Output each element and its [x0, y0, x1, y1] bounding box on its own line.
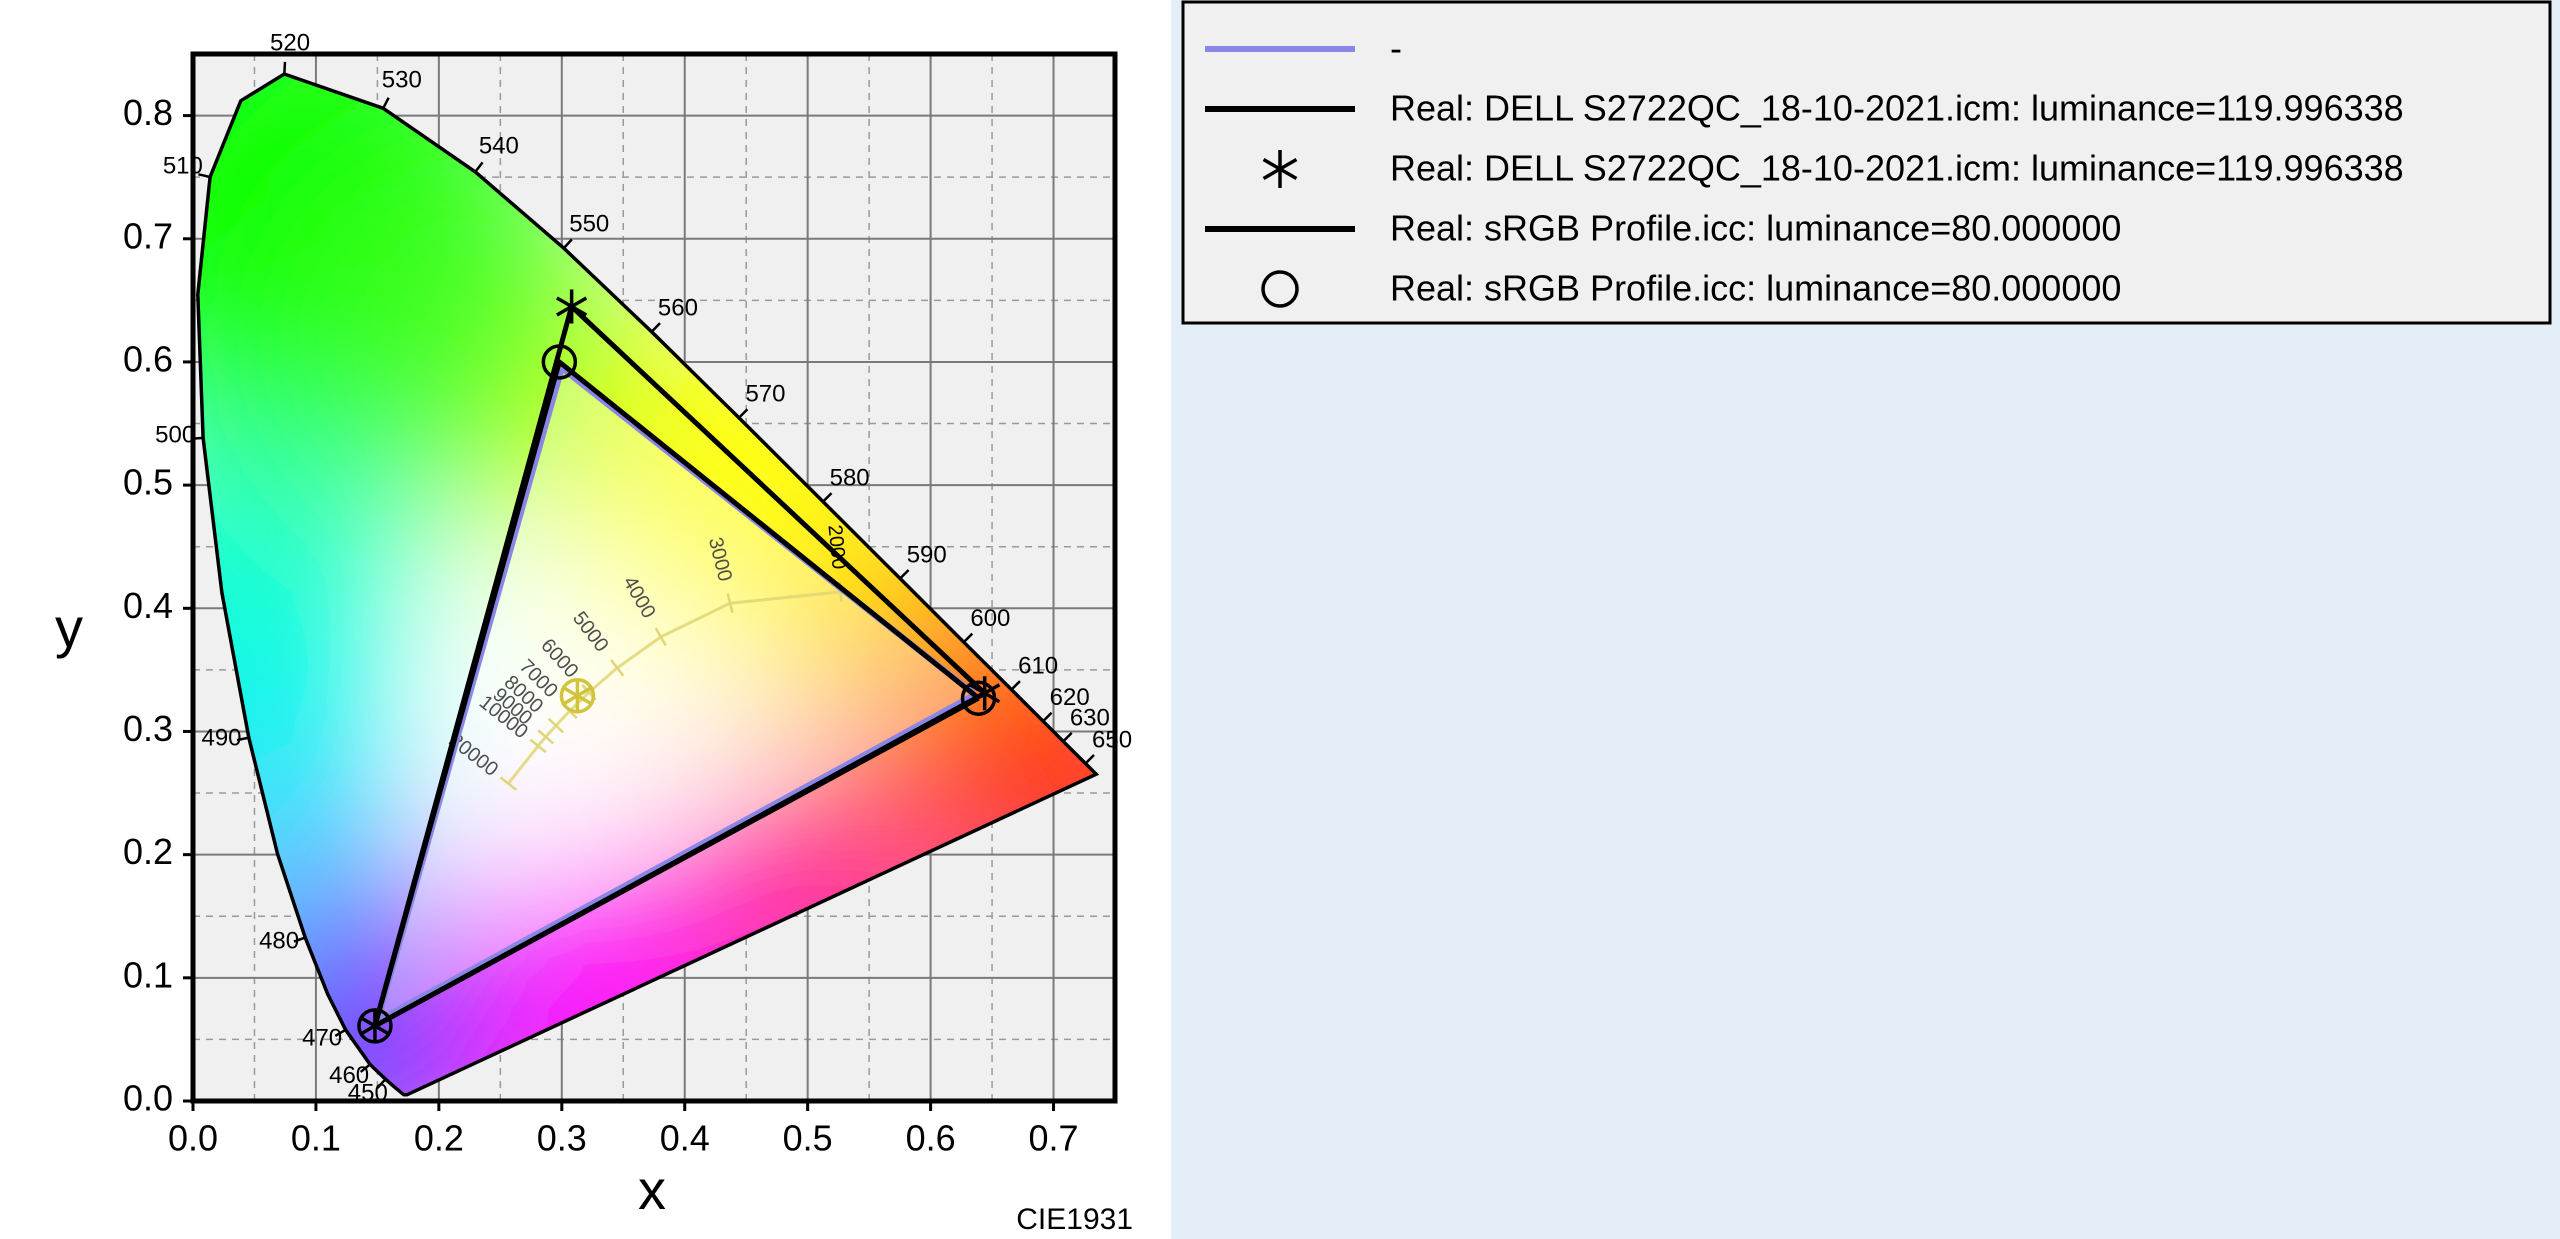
y-tick-label: 0.7: [123, 215, 173, 256]
x-tick-label: 0.2: [414, 1118, 464, 1159]
star-arm: [1262, 157, 1298, 181]
wavelength-tick: [1042, 711, 1053, 723]
wavelength-label: 630: [1070, 704, 1110, 731]
wavelength-label: 570: [745, 381, 785, 408]
wavelength-label: 530: [382, 67, 422, 94]
y-tick-label: 0.4: [123, 585, 173, 626]
planckian-tick: [529, 738, 547, 754]
wavelength-tick: [474, 161, 484, 173]
x-tick-label: 0.1: [291, 1118, 341, 1159]
x-tick-label: 0.4: [660, 1118, 710, 1159]
x-tick-label: 0.0: [168, 1118, 218, 1159]
y-tick-label: 0.3: [123, 708, 173, 749]
wavelength-label: 610: [1018, 653, 1058, 680]
planckian-tick: [537, 729, 555, 745]
wavelength-tick: [1062, 731, 1073, 743]
wavelength-label: 650: [1092, 726, 1132, 753]
circle-marker: [960, 680, 997, 716]
wavelength-tick: [899, 569, 910, 580]
wavelength-label: 490: [201, 724, 241, 751]
star-marker: [556, 289, 588, 324]
circle-marker: [357, 1008, 393, 1044]
planckian-tick: [654, 627, 667, 647]
wavelength-tick: [1010, 680, 1021, 691]
marks: 4504604704804905005105205305405505605705…: [155, 29, 1132, 1106]
y-axis-label: y: [55, 596, 83, 659]
y-tick-label: 0.2: [123, 831, 173, 872]
wavelength-label: 480: [259, 928, 299, 955]
wavelength-tick: [822, 492, 833, 503]
y-tick-label: 0.6: [123, 338, 173, 379]
legend-label: Real: sRGB Profile.icc: luminance=80.000…: [1390, 208, 2121, 249]
circle-marker: [541, 344, 578, 380]
x-tick-label: 0.5: [783, 1118, 833, 1159]
wavelength-label: 600: [970, 605, 1010, 632]
planckian-locus: [507, 590, 841, 785]
y-tick-label: 0.0: [123, 1078, 173, 1119]
legend-box: [1181, 0, 2552, 325]
wavelength-label: 470: [302, 1025, 342, 1052]
wavelength-label: 460: [329, 1062, 369, 1089]
wavelength-tick: [650, 322, 661, 333]
x-axis-label: x: [638, 1158, 666, 1221]
wavelength-label: 580: [830, 465, 870, 492]
wavelength-tick: [562, 238, 573, 250]
x-tick-label: 0.6: [906, 1118, 956, 1159]
legend-circle: [1261, 270, 1299, 308]
planckian-tick: [726, 593, 734, 614]
wavelength-tick: [236, 736, 250, 742]
star-arm: [556, 296, 588, 317]
wavelength-tick: [293, 936, 306, 943]
legend-label: Real: DELL S2722QC_18-10-2021.icm: lumin…: [1390, 88, 2404, 129]
wavelength-tick: [198, 173, 211, 179]
wavelength-label: 550: [569, 210, 609, 237]
planckian-tick: [499, 776, 517, 791]
y-tick-label: 0.5: [123, 462, 173, 503]
wavelength-label: 620: [1050, 684, 1090, 711]
star-arm: [561, 685, 594, 706]
wavelength-tick: [334, 1028, 347, 1038]
wavelength-label: 560: [658, 294, 698, 321]
wavelength-tick: [283, 61, 287, 75]
x-tick-label: 0.7: [1029, 1118, 1079, 1159]
wavelength-label: 590: [907, 541, 947, 568]
wavelength-tick: [382, 97, 390, 109]
wavelength-tick: [1084, 754, 1095, 765]
y-tick-label: 0.8: [123, 92, 173, 133]
gamut-line: [372, 359, 981, 1029]
star-marker: [561, 678, 594, 713]
plot-frame: [190, 51, 1118, 1104]
x-tick-label: 0.3: [537, 1118, 587, 1159]
wavelength-tick: [962, 632, 974, 644]
legend: - Real: DELL S2722QC_18-10-2021.icm: lumi…: [1205, 28, 2404, 309]
legend-label: Real: sRGB Profile.icc: luminance=80.000…: [1390, 268, 2121, 309]
legend-label: Real: DELL S2722QC_18-10-2021.icm: lumin…: [1390, 148, 2404, 189]
star-marker: [1262, 150, 1298, 188]
wavelength-tick: [359, 1063, 371, 1073]
planckian-tick: [547, 717, 565, 734]
wavelength-tick: [376, 1078, 387, 1089]
wavelength-label: 500: [155, 421, 195, 448]
wavelength-label: 540: [479, 133, 519, 160]
footnote: CIE1931: [1016, 1203, 1133, 1236]
legend-label: -: [1390, 28, 1402, 69]
planckian-tick: [610, 659, 625, 677]
wavelength-label: 510: [163, 153, 203, 180]
y-tick-label: 0.1: [123, 954, 173, 995]
wavelength-tick: [738, 408, 749, 419]
